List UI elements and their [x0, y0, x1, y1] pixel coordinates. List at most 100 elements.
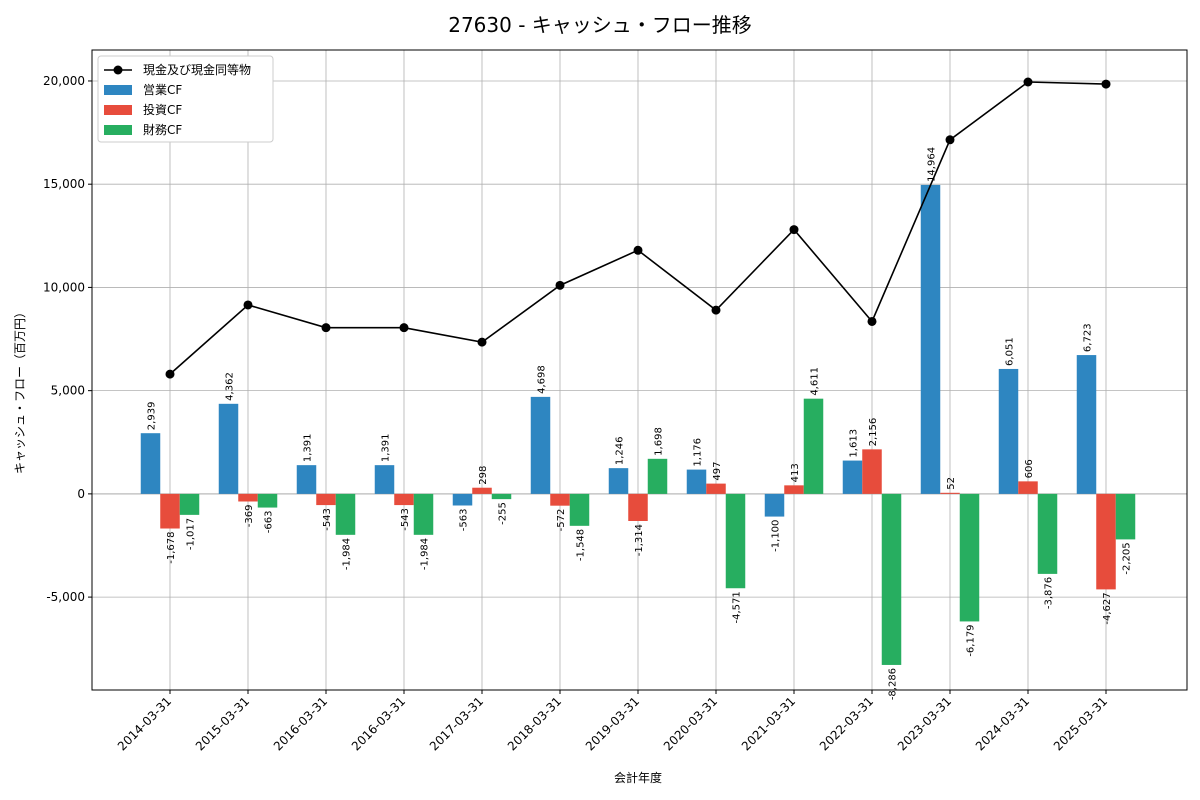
- bar: [959, 493, 980, 622]
- legend-label: 営業CF: [143, 83, 182, 97]
- bar: [1018, 481, 1038, 494]
- bar: [1096, 493, 1116, 590]
- bar: [998, 368, 1019, 494]
- bar-value-label: 298: [478, 466, 489, 485]
- y-tick-label: 20,000: [43, 74, 85, 88]
- bar-value-label: -1,100: [771, 520, 782, 552]
- bar-value-label: 52: [946, 477, 957, 490]
- bar-value-label: 1,246: [615, 437, 626, 466]
- y-tick-label: 0: [77, 487, 85, 501]
- bar-value-label: -255: [498, 502, 509, 525]
- bar-value-label: -543: [400, 508, 411, 531]
- bar: [160, 493, 180, 529]
- bar-value-label: -1,017: [186, 518, 197, 550]
- bar: [1115, 493, 1136, 540]
- bar: [1037, 493, 1058, 574]
- x-tick-label: 2020-03-31: [661, 694, 720, 753]
- cash-line-point: [1101, 79, 1111, 89]
- bar-value-label: 1,176: [693, 438, 704, 467]
- bar-value-label: -8,286: [888, 668, 899, 700]
- data-labels: 2,939 4,362 1,391 1,391 -563 4,698 1,246 1,176 -…: [147, 147, 1133, 700]
- bar-value-label: -543: [322, 508, 333, 531]
- bar-value-label: 1,698: [654, 427, 665, 456]
- bars: [140, 184, 1136, 665]
- bar: [296, 465, 317, 494]
- bar: [920, 184, 941, 494]
- bar: [374, 465, 395, 494]
- legend-box: [97, 55, 274, 143]
- cash-line-point: [1023, 77, 1033, 87]
- x-tick-label: 2016-03-31: [349, 694, 408, 753]
- x-tick-label: 2017-03-31: [427, 694, 486, 753]
- cash-line-point: [243, 300, 253, 310]
- cash-line-point: [321, 323, 331, 333]
- y-axis: -5,000 0 5,000 10,000 15,000 20,000: [43, 74, 92, 604]
- bar: [238, 493, 258, 502]
- bar: [725, 493, 746, 589]
- cash-line-point: [165, 369, 175, 379]
- cash-line-point: [789, 225, 799, 235]
- x-tick-label: 2023-03-31: [895, 694, 954, 753]
- legend-marker: [113, 65, 123, 75]
- bar-value-label: 4,611: [810, 367, 821, 396]
- legend-label: 投資CF: [143, 102, 182, 117]
- bar-value-label: 2,939: [147, 402, 158, 431]
- bar-value-label: -3,876: [1044, 577, 1055, 609]
- legend-label: 財務CF: [143, 122, 182, 137]
- bar: [842, 460, 863, 494]
- bar: [257, 493, 278, 508]
- y-tick-label: 15,000: [43, 177, 85, 191]
- bar-value-label: -6,179: [966, 624, 977, 656]
- bar-value-label: 14,964: [927, 147, 938, 182]
- bar-value-label: 4,698: [537, 365, 548, 394]
- bar-value-label: -572: [556, 509, 567, 532]
- bar: [316, 493, 336, 506]
- bar-value-label: -4,571: [732, 591, 743, 623]
- cash-line-point: [555, 280, 565, 290]
- bar: [394, 493, 414, 506]
- legend-label: 現金及び現金同等物: [143, 62, 251, 77]
- bar: [452, 493, 473, 506]
- x-tick-label: 2022-03-31: [817, 694, 876, 753]
- bar-value-label: -1,984: [342, 538, 353, 570]
- y-tick-label: 5,000: [51, 384, 85, 398]
- bar-value-label: 1,391: [381, 434, 392, 463]
- bar: [218, 403, 239, 494]
- bar-value-label: -369: [244, 504, 255, 527]
- bar: [628, 493, 648, 521]
- cash-line-point: [867, 316, 877, 326]
- bar: [335, 493, 356, 535]
- x-tick-label: 2014-03-31: [115, 694, 174, 753]
- y-axis-label: キャッシュ・フロー（百万円）: [13, 306, 27, 474]
- bar-value-label: 497: [712, 462, 723, 481]
- bar-value-label: -663: [264, 511, 275, 534]
- bar-value-label: -4,627: [1102, 592, 1113, 624]
- bar: [608, 468, 629, 494]
- x-tick-label: 2018-03-31: [505, 694, 564, 753]
- cash-line-point: [399, 323, 409, 333]
- bar-value-label: -1,314: [634, 524, 645, 556]
- y-tick-label: -5,000: [46, 590, 85, 604]
- x-tick-label: 2025-03-31: [1051, 694, 1110, 753]
- bar: [550, 493, 570, 506]
- x-tick-label: 2015-03-31: [193, 694, 252, 753]
- bar: [706, 483, 726, 494]
- bar-value-label: 6,051: [1005, 337, 1016, 366]
- bar: [140, 433, 161, 494]
- bar: [413, 493, 434, 535]
- bar: [862, 449, 882, 494]
- bar-value-label: 606: [1024, 459, 1035, 478]
- x-tick-label: 2021-03-31: [739, 694, 798, 753]
- plot-frame: [91, 49, 1188, 691]
- x-tick-label: 2019-03-31: [583, 694, 642, 753]
- x-tick-label: 2024-03-31: [973, 694, 1032, 753]
- cash-line-point: [711, 305, 721, 315]
- legend-swatch: [104, 105, 132, 115]
- cash-line-point: [945, 135, 955, 145]
- bar: [647, 458, 668, 494]
- grid: [92, 50, 1187, 690]
- bar-value-label: -563: [459, 508, 470, 531]
- cash-line-point: [477, 337, 487, 347]
- bar-value-label: -2,205: [1122, 542, 1133, 574]
